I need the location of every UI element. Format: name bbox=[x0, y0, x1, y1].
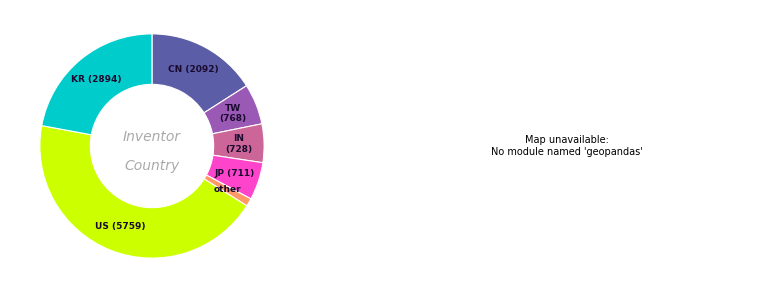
Wedge shape bbox=[152, 34, 246, 113]
Wedge shape bbox=[204, 86, 262, 134]
Text: other: other bbox=[214, 185, 241, 194]
Text: KR (2894): KR (2894) bbox=[71, 75, 122, 84]
Wedge shape bbox=[42, 34, 152, 135]
Wedge shape bbox=[212, 124, 264, 163]
Text: JP (711): JP (711) bbox=[214, 169, 255, 178]
Text: TW
(768): TW (768) bbox=[219, 104, 246, 123]
Wedge shape bbox=[207, 155, 263, 199]
Text: Country: Country bbox=[124, 159, 179, 173]
Wedge shape bbox=[40, 126, 247, 258]
Text: US (5759): US (5759) bbox=[95, 223, 145, 232]
Wedge shape bbox=[204, 175, 251, 206]
Text: Inventor: Inventor bbox=[123, 130, 181, 144]
Text: IN
(728): IN (728) bbox=[225, 134, 253, 154]
Text: Map unavailable:
No module named 'geopandas': Map unavailable: No module named 'geopan… bbox=[492, 135, 643, 157]
Text: CN (2092): CN (2092) bbox=[169, 65, 219, 74]
